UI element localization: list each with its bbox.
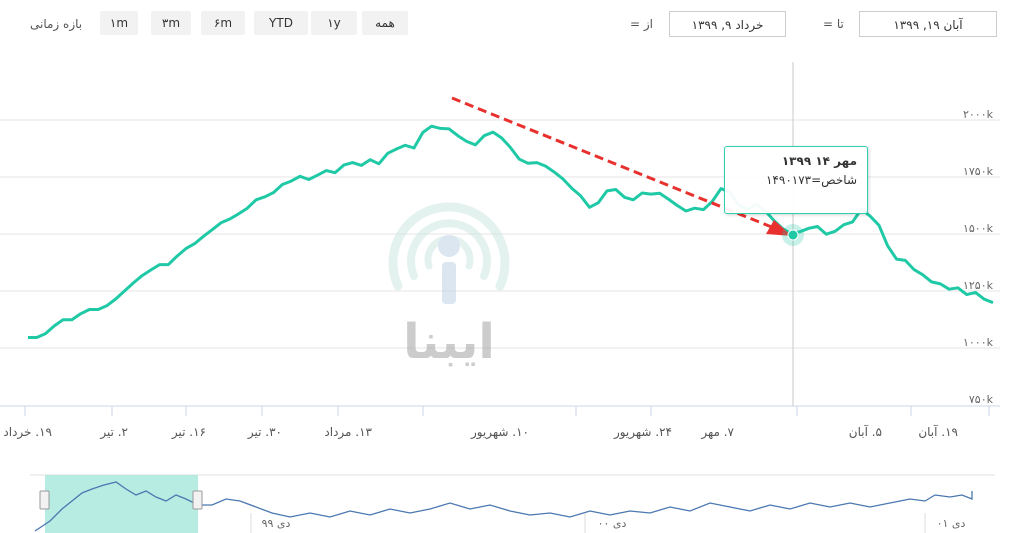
- tooltip-value: ۱۴۹۰۱۷۳: [765, 173, 812, 187]
- to-label: تا =: [823, 17, 844, 31]
- from-date-input[interactable]: خرداد ۹, ۱۳۹۹: [669, 11, 786, 37]
- navigator-label-1: دی ۹۹: [262, 517, 291, 530]
- range-button-6m[interactable]: ۶m: [201, 11, 245, 35]
- watermark-stem: [442, 262, 456, 304]
- x-tick-label: ۳۰. تیر: [247, 425, 282, 440]
- x-tick-label: ۲۴. شهریور: [613, 425, 672, 440]
- navigator[interactable]: دی ۹۹ دی ۰۰ دی ۰۱: [0, 473, 1023, 533]
- range-button-ytd[interactable]: YTD: [254, 11, 308, 35]
- y-tick-label: ۷۵۰k: [969, 393, 994, 406]
- tooltip-date: مهر ۱۴ ۱۳۹۹: [781, 154, 857, 168]
- tooltip-series-label: شاخص=: [811, 173, 857, 187]
- navigator-line: [34, 481, 973, 532]
- index-line-chart: ایبنا ۷۵۰k ۱۰۰۰k ۱۲۵۰k ۱۵۰۰k ۱۷۵۰k ۲۰۰۰k ۱۹. …: [0, 62, 1000, 440]
- navigator-label-3: دی ۰۱: [937, 517, 966, 530]
- x-tick-label: ۱۹. آبان: [918, 424, 958, 439]
- x-tick-label: ۱۹. خرداد: [3, 425, 52, 440]
- trend-arrow-head: [766, 220, 792, 236]
- x-tick-label: ۷. مهر: [700, 425, 734, 440]
- from-label: از =: [630, 17, 653, 31]
- y-tick-label: ۱۰۰۰k: [963, 336, 994, 349]
- x-tick-label: ۱۶. تیر: [171, 425, 206, 440]
- y-tick-label: ۱۲۵۰k: [963, 279, 994, 292]
- y-tick-label: ۱۵۰۰k: [963, 222, 994, 235]
- watermark-dot: [438, 235, 460, 257]
- series-line-shakhes: [28, 124, 994, 339]
- navigator-handle-left[interactable]: [39, 490, 50, 510]
- tooltip: مهر ۱۴ ۱۳۹۹ شاخص=۱۴۹۰۱۷۳: [724, 146, 868, 214]
- navigator-handle-right[interactable]: [192, 490, 203, 510]
- watermark-logo: ایبنا: [388, 202, 510, 370]
- watermark-wave-middle: [407, 219, 491, 280]
- navigator-selection: [45, 475, 198, 533]
- navigator-label-2: دی ۰۰: [598, 517, 627, 530]
- y-tick-label: ۱۷۵۰k: [963, 165, 994, 178]
- toolbar: بازه زمانی ۱m ۳m ۶m YTD ۱y همه از = خردا…: [0, 0, 1023, 56]
- range-selector-label: بازه زمانی: [30, 17, 83, 31]
- watermark-wave-outer: [388, 202, 510, 291]
- trend-arrow: [451, 96, 775, 230]
- x-axis: ۱۹. خرداد ۲. تیر ۱۶. تیر ۳۰. تیر ۱۳. مرداد ۱۰…: [0, 405, 1000, 440]
- y-axis-labels: ۷۵۰k ۱۰۰۰k ۱۲۵۰k ۱۵۰۰k ۱۷۵۰k ۲۰۰۰k: [963, 108, 994, 406]
- hover-point: [787, 229, 799, 241]
- x-tick-label: ۲. تیر: [99, 425, 128, 440]
- watermark-text: ایبنا: [403, 314, 495, 370]
- y-tick-label: ۲۰۰۰k: [963, 108, 994, 121]
- x-tick-label: ۱۰. شهریور: [470, 425, 529, 440]
- x-tick-label: ۱۳. مرداد: [324, 425, 372, 440]
- range-button-1m[interactable]: ۱m: [100, 11, 138, 35]
- range-button-1y[interactable]: ۱y: [311, 11, 357, 35]
- range-button-3m[interactable]: ۳m: [151, 11, 191, 35]
- x-tick-label: ۵. آبان: [849, 424, 882, 439]
- range-button-all[interactable]: همه: [362, 11, 408, 35]
- to-date-input[interactable]: آبان ۱۹, ۱۳۹۹: [859, 11, 997, 37]
